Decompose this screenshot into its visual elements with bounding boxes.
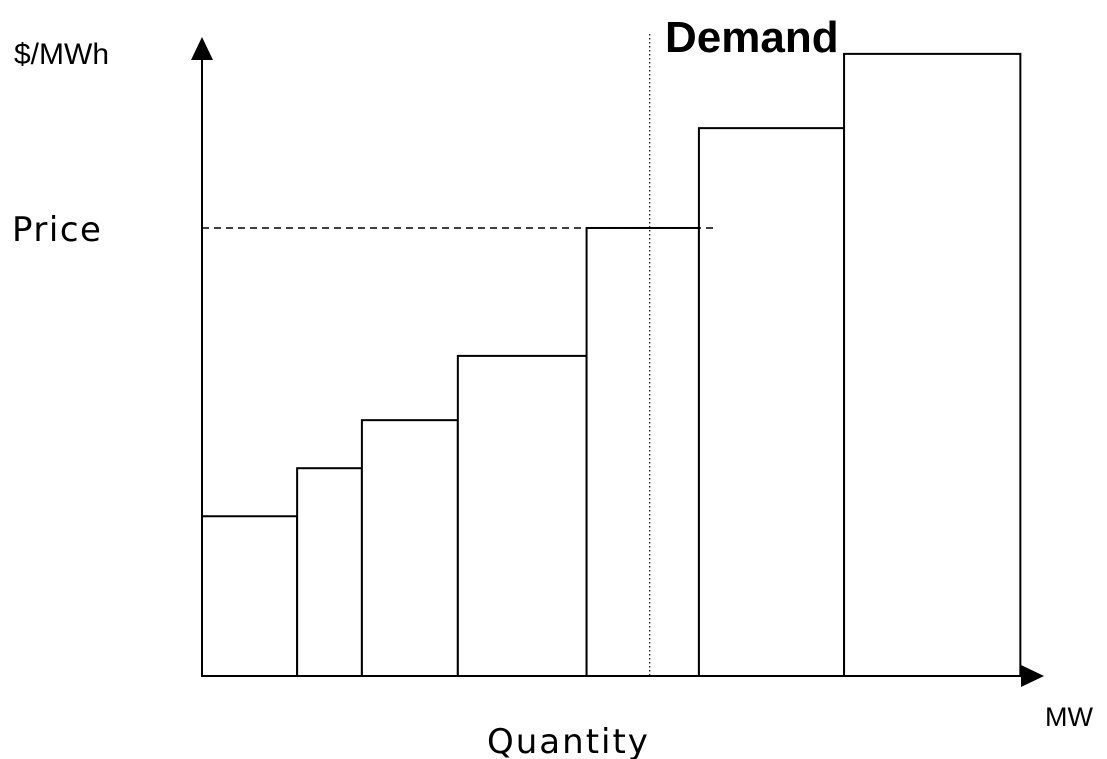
x-axis-label: Quantity [487, 722, 650, 759]
bars-layer [201, 52, 1022, 678]
y-axis-arrowhead [191, 37, 213, 60]
demand-label: Demand [665, 13, 839, 62]
supply-step-bar-3 [360, 419, 459, 677]
supply-step-bar-2 [296, 467, 363, 678]
supply-step-bar-1 [201, 515, 299, 677]
lines-layer [202, 34, 718, 676]
y-axis-label: $/MWh [14, 38, 109, 71]
x-axis-unit-label: MW [1045, 702, 1093, 732]
price-label: Price [12, 210, 102, 250]
axes-layer [191, 37, 1044, 687]
supply-step-bar-5 [585, 226, 700, 678]
supply-step-bar-4 [456, 354, 588, 677]
supply-step-bar-7 [843, 52, 1022, 677]
x-axis-arrowhead [1021, 665, 1044, 687]
supply-step-bar-6 [697, 127, 846, 678]
